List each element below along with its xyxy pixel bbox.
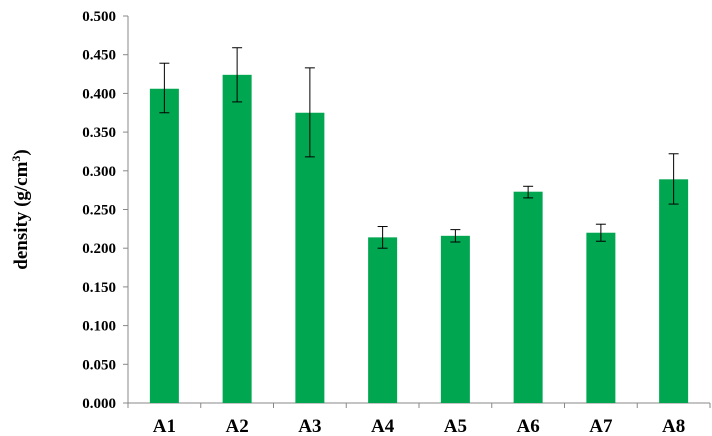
y-tick-label: 0.450 xyxy=(82,48,116,64)
bars xyxy=(149,74,689,404)
y-tick-label: 0.200 xyxy=(82,241,116,257)
bar xyxy=(295,112,325,403)
x-tick-label: A6 xyxy=(517,416,540,436)
y-tick-label: 0.250 xyxy=(82,203,116,219)
x-tick-label: A7 xyxy=(589,416,613,436)
bar xyxy=(659,179,689,403)
y-tick-label: 0.150 xyxy=(82,280,116,296)
error-bar xyxy=(450,229,461,243)
error-bar xyxy=(377,226,388,249)
y-tick-label: 0.500 xyxy=(82,9,116,25)
bar xyxy=(586,232,616,403)
y-tick-label: 0.050 xyxy=(82,357,116,373)
bar xyxy=(513,191,543,403)
error-bar xyxy=(159,62,170,114)
bar xyxy=(149,88,179,404)
error-bar xyxy=(304,67,315,158)
y-tick-label: 0.400 xyxy=(82,86,116,102)
y-axis-title: density (g/cm3) xyxy=(9,149,32,270)
y-tick-label: 0.100 xyxy=(82,319,116,335)
y-tick-label: 0.300 xyxy=(82,164,116,180)
x-tick-label: A5 xyxy=(444,416,467,436)
error-bar xyxy=(595,223,606,242)
error-bar xyxy=(523,185,534,199)
y-tick-label: 0.000 xyxy=(82,396,116,412)
x-tick-label: A4 xyxy=(371,416,395,436)
x-tick-label: A2 xyxy=(226,416,249,436)
bar xyxy=(368,237,398,403)
bar xyxy=(440,235,470,403)
x-tick-label: A1 xyxy=(153,416,176,436)
y-axis-label: density (g/cm3) xyxy=(9,149,32,270)
error-bar xyxy=(668,153,679,205)
bar xyxy=(222,74,252,403)
x-tick-label: A3 xyxy=(298,416,321,436)
error-bars xyxy=(159,47,679,249)
error-bar xyxy=(232,47,243,103)
y-tick-label: 0.350 xyxy=(82,125,116,141)
y-axis: 0.000 0.050 0.100 0.150 0.200 0.250 0.300 0.350… xyxy=(82,9,129,412)
x-tick-label: A8 xyxy=(662,416,685,436)
x-axis: A1 A2 A3 A4 A5 A6 A7 A8 xyxy=(127,402,711,436)
